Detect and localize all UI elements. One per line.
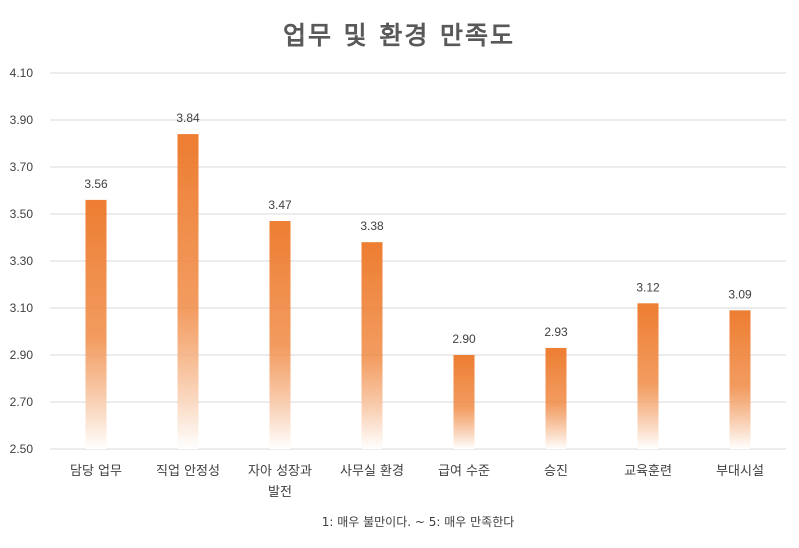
x-tick-label: 부대시설 [716, 464, 764, 479]
data-label: 3.56 [84, 177, 108, 191]
bar [177, 134, 199, 449]
x-tick-label: 승진 [544, 464, 568, 479]
x-tick-label: 직업 안정성 [156, 464, 220, 479]
y-axis-ticks: 2.50 2.70 2.90 3.10 3.30 3.50 3.70 3.90 4.10 [10, 66, 34, 456]
x-tick-label: 자아 성장과 [248, 464, 312, 479]
bar [637, 303, 659, 449]
y-tick-label: 2.90 [10, 348, 34, 362]
y-tick-label: 2.50 [10, 442, 34, 456]
y-tick-label: 4.10 [10, 66, 34, 80]
bar [729, 310, 751, 449]
x-tick-label: 급여 수준 [438, 464, 490, 479]
data-label: 3.38 [360, 219, 384, 233]
bar [269, 221, 291, 449]
data-label: 3.12 [636, 280, 660, 294]
bar [85, 199, 107, 449]
x-tick-label: 발전 [268, 485, 292, 500]
scale-note: 1: 매우 불만이다. ~ 5: 매우 만족한다 [322, 515, 515, 529]
bar [545, 347, 567, 449]
bar [361, 242, 383, 449]
bars [85, 134, 751, 449]
x-tick-label: 교육훈련 [624, 464, 672, 479]
data-label: 2.90 [452, 332, 476, 346]
gridlines [50, 72, 786, 450]
y-tick-label: 3.70 [10, 160, 34, 174]
chart-title: 업무 및 환경 만족도 [283, 21, 515, 50]
y-tick-label: 2.70 [10, 395, 34, 409]
bar [453, 355, 475, 449]
y-tick-label: 3.90 [10, 113, 34, 127]
y-tick-label: 3.10 [10, 301, 34, 315]
data-label: 3.09 [728, 287, 752, 301]
data-label: 3.47 [268, 198, 292, 212]
data-label: 3.84 [176, 111, 200, 125]
y-tick-label: 3.30 [10, 254, 34, 268]
data-label: 2.93 [544, 325, 568, 339]
x-tick-label: 사무실 환경 [340, 464, 404, 479]
data-labels: 3.56 3.84 3.47 3.38 2.90 2.93 3.12 3.09 [84, 111, 752, 346]
x-tick-label: 담당 업무 [70, 464, 122, 479]
y-tick-label: 3.50 [10, 207, 34, 221]
